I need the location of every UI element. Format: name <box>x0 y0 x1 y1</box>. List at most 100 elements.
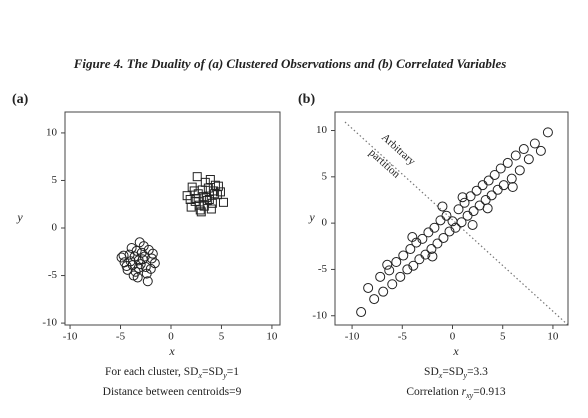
y-tick-label: 0 <box>52 222 58 234</box>
y-tick-label: -10 <box>42 317 57 329</box>
y-tick-label: 5 <box>52 174 58 186</box>
point <box>495 163 506 174</box>
x-tick-label: -10 <box>345 331 360 343</box>
panel-label: (a) <box>12 92 29 107</box>
caption-part: SD <box>424 366 439 378</box>
point <box>203 183 213 193</box>
point <box>465 191 476 202</box>
caption-part: y <box>222 371 227 380</box>
point <box>195 205 205 215</box>
point <box>414 254 425 265</box>
point <box>369 294 380 305</box>
point <box>518 144 529 155</box>
point <box>398 250 409 261</box>
point <box>116 252 127 263</box>
point <box>486 190 497 201</box>
x-tick-label: 5 <box>500 331 506 343</box>
caption-part: y <box>463 371 468 380</box>
y-tick-label: 10 <box>46 126 58 138</box>
x-tick-label: 5 <box>219 331 225 343</box>
point <box>206 204 216 214</box>
point <box>131 245 142 256</box>
point <box>208 186 218 196</box>
point <box>122 264 133 275</box>
point <box>542 127 553 138</box>
caption: SDx=SDy=3.3 <box>424 366 488 381</box>
point <box>182 191 192 201</box>
point <box>432 238 443 249</box>
caption-part: x <box>438 371 443 380</box>
point <box>483 175 494 186</box>
point <box>459 197 470 208</box>
y-tick-label: 5 <box>322 170 328 182</box>
point <box>408 260 419 271</box>
point <box>420 249 431 260</box>
point <box>378 286 389 297</box>
point <box>200 177 210 187</box>
x-tick-label: 10 <box>266 331 278 343</box>
point <box>468 206 479 217</box>
point <box>423 227 434 238</box>
point <box>407 232 418 243</box>
point <box>477 180 488 191</box>
caption-part: r <box>462 386 467 398</box>
caption-part: =0.913 <box>473 386 506 398</box>
point <box>514 165 525 176</box>
point <box>125 256 136 267</box>
y-tick-label: 0 <box>322 217 328 229</box>
caption-part: Distance between centroids=9 <box>103 386 242 398</box>
x-tick-label: -10 <box>63 331 78 343</box>
y-axis-label: y <box>308 210 315 224</box>
point <box>492 184 503 195</box>
point <box>498 180 509 191</box>
point <box>453 204 464 215</box>
point <box>382 259 393 270</box>
x-tick-label: 0 <box>450 331 456 343</box>
point <box>384 265 395 276</box>
point <box>196 207 206 217</box>
point <box>427 251 438 262</box>
point <box>502 157 513 168</box>
point <box>218 197 228 207</box>
plot-frame <box>334 111 569 326</box>
point <box>137 254 148 265</box>
y-tick-label: 10 <box>316 124 328 136</box>
point <box>456 217 467 228</box>
point <box>202 195 212 205</box>
point <box>375 271 386 282</box>
caption-part: xy <box>465 391 474 400</box>
y-axis-label: y <box>16 210 23 224</box>
point <box>480 194 491 205</box>
point <box>145 263 156 274</box>
point <box>441 210 452 221</box>
point <box>471 185 482 196</box>
point <box>186 202 196 212</box>
point <box>467 219 478 230</box>
caption-part: Correlation <box>406 386 461 398</box>
point <box>391 257 402 268</box>
caption-part: =1 <box>227 366 239 378</box>
point <box>437 201 448 212</box>
point <box>134 237 145 248</box>
y-tick-label: -10 <box>312 309 327 321</box>
caption: Correlation rxy=0.913 <box>406 386 505 401</box>
point <box>210 180 220 190</box>
point <box>529 138 540 149</box>
x-tick-label: 0 <box>168 331 174 343</box>
x-axis-label: x <box>452 344 459 358</box>
x-tick-label: -5 <box>116 331 126 343</box>
point <box>126 242 137 253</box>
caption: Distance between centroids=9 <box>103 386 242 398</box>
point <box>209 189 219 199</box>
point <box>482 203 493 214</box>
point <box>118 250 129 261</box>
point <box>187 182 197 192</box>
point <box>133 262 144 273</box>
point <box>402 264 413 275</box>
point <box>191 194 201 204</box>
point <box>450 222 461 233</box>
point <box>387 279 398 290</box>
point <box>356 307 367 318</box>
point <box>128 270 139 281</box>
point <box>535 145 546 156</box>
